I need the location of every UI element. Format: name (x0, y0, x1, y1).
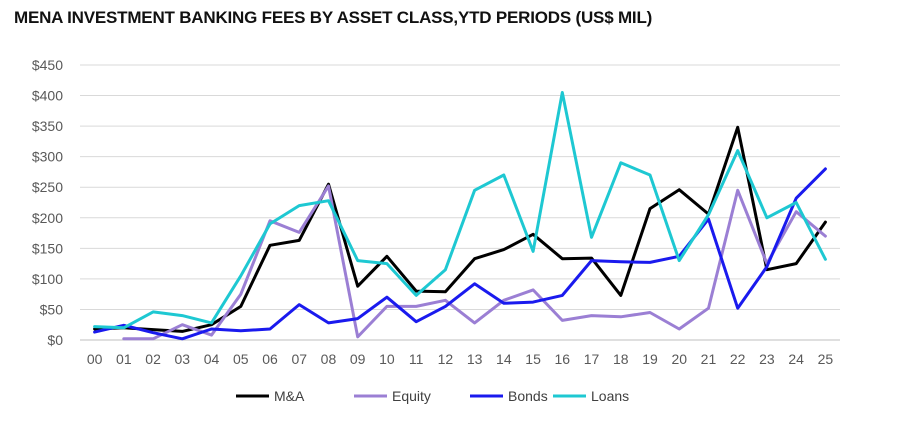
legend-item: Loans (553, 388, 629, 404)
x-tick-label: 15 (525, 351, 541, 367)
series-lines (93, 91, 827, 341)
x-tick-label: 23 (759, 351, 775, 367)
x-tick-label: 17 (584, 351, 600, 367)
y-tick-label: $100 (32, 271, 63, 287)
legend-label: Loans (591, 388, 629, 404)
x-axis-ticks: 00 01 02 03 04 05 06 07 08 09 10 11 12 13 14 15 16 17 18 19… (87, 351, 834, 367)
x-tick-label: 13 (467, 351, 483, 367)
gridlines (80, 64, 840, 341)
x-tick-label: 22 (730, 351, 746, 367)
x-tick-label: 00 (87, 351, 103, 367)
legend-label: Equity (392, 388, 431, 404)
x-tick-label: 11 (409, 351, 424, 367)
series-line-bonds (93, 167, 827, 341)
x-tick-label: 09 (350, 351, 366, 367)
x-tick-label: 14 (496, 351, 512, 367)
y-tick-label: $350 (32, 118, 63, 134)
x-tick-label: 03 (175, 351, 191, 367)
legend-label: M&A (274, 388, 305, 404)
x-tick-label: 24 (788, 351, 804, 367)
series-line-m-a (93, 125, 827, 333)
legend-item: Bonds (470, 388, 548, 404)
x-tick-label: 07 (291, 351, 307, 367)
x-tick-label: 16 (555, 351, 571, 367)
y-tick-label: $200 (32, 210, 63, 226)
x-tick-label: 10 (379, 351, 395, 367)
series-line-loans (93, 91, 827, 330)
x-tick-label: 05 (233, 351, 249, 367)
y-tick-label: $50 (40, 301, 64, 317)
y-tick-label: $150 (32, 240, 63, 256)
x-tick-label: 18 (613, 351, 629, 367)
x-tick-label: 21 (701, 351, 717, 367)
y-tick-label: $450 (32, 57, 63, 73)
y-tick-label: $250 (32, 179, 63, 195)
x-tick-label: 06 (262, 351, 278, 367)
x-tick-label: 12 (438, 351, 454, 367)
x-tick-label: 01 (116, 351, 132, 367)
chart-title: MENA INVESTMENT BANKING FEES BY ASSET CL… (14, 8, 653, 27)
x-tick-label: 20 (671, 351, 687, 367)
x-tick-label: 19 (642, 351, 658, 367)
series-line-equity (122, 184, 827, 341)
legend-label: Bonds (508, 388, 548, 404)
y-axis-ticks: $0 $50 $100 $150 $200 $250 $300 $350 $400 $450 (32, 57, 63, 348)
legend-item: M&A (236, 388, 305, 404)
x-tick-label: 08 (321, 351, 337, 367)
y-tick-label: $300 (32, 149, 63, 165)
legend: M&A Equity Bonds Loans (236, 388, 629, 404)
x-tick-label: 25 (818, 351, 834, 367)
y-tick-label: $0 (47, 332, 63, 348)
x-tick-label: 02 (145, 351, 161, 367)
x-tick-label: 04 (204, 351, 220, 367)
y-tick-label: $400 (32, 88, 63, 104)
legend-item: Equity (354, 388, 431, 404)
